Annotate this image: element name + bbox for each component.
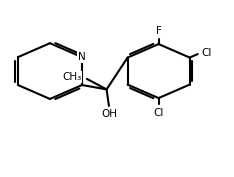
Text: OH: OH (101, 109, 117, 119)
Text: Cl: Cl (154, 108, 164, 118)
Text: Cl: Cl (201, 48, 212, 58)
Text: N: N (78, 52, 86, 62)
Text: CH₃: CH₃ (62, 72, 81, 82)
Text: F: F (156, 26, 161, 36)
